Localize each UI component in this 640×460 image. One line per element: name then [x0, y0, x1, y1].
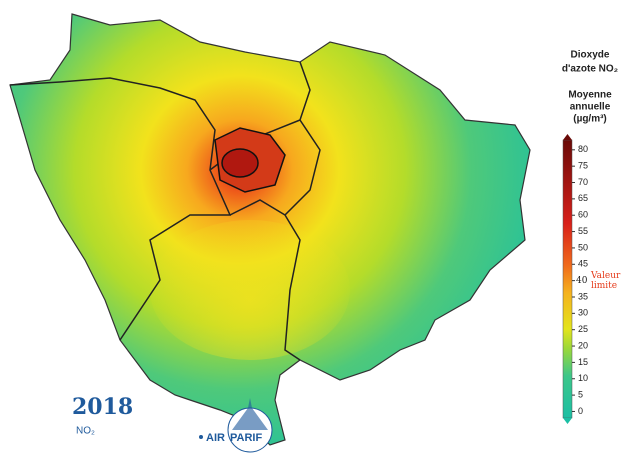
tick-label: 20 — [578, 340, 588, 350]
limit-label: limite — [591, 281, 617, 291]
color-bar-end — [563, 418, 572, 424]
year: 2018 — [72, 394, 133, 420]
logo-text: AIR — [206, 432, 225, 444]
tick-label: 35 — [578, 291, 588, 301]
tick-label: 0 — [578, 406, 583, 416]
tick-label: 50 — [578, 242, 588, 252]
legend-title: d'azote NO₂ — [562, 64, 618, 75]
tick-label: 40 — [576, 276, 588, 286]
legend-subtitle: (µg/m³) — [573, 114, 607, 125]
tick-label: 60 — [578, 210, 588, 220]
tick-label: 15 — [578, 357, 588, 367]
tick-label: 5 — [578, 389, 583, 399]
limit-label: Valeur — [590, 271, 621, 281]
tick-label: 55 — [578, 226, 588, 236]
tick-label: 70 — [578, 177, 588, 187]
tick-label: 25 — [578, 324, 588, 334]
legend-title: Dioxyde — [571, 50, 610, 61]
pollutant: NO₂ — [76, 426, 95, 437]
tick-label: 10 — [578, 373, 588, 383]
legend-subtitle: annuelle — [570, 102, 611, 113]
logo: AIR PARIF — [199, 398, 273, 453]
color-bar-end — [563, 134, 572, 140]
region — [9, 13, 531, 446]
tick-label: 75 — [578, 161, 588, 171]
legend-subtitle: Moyenne — [568, 90, 612, 101]
tick-label: 80 — [578, 144, 588, 154]
tick-label: 45 — [578, 259, 588, 269]
logo-text: PARIF — [230, 432, 262, 444]
color-bar — [562, 139, 573, 419]
tick-label: 65 — [578, 193, 588, 203]
tick-label: 30 — [578, 308, 588, 318]
legend: Dioxyde d'azote NO₂ Moyenne annuelle (µg… — [562, 50, 618, 125]
